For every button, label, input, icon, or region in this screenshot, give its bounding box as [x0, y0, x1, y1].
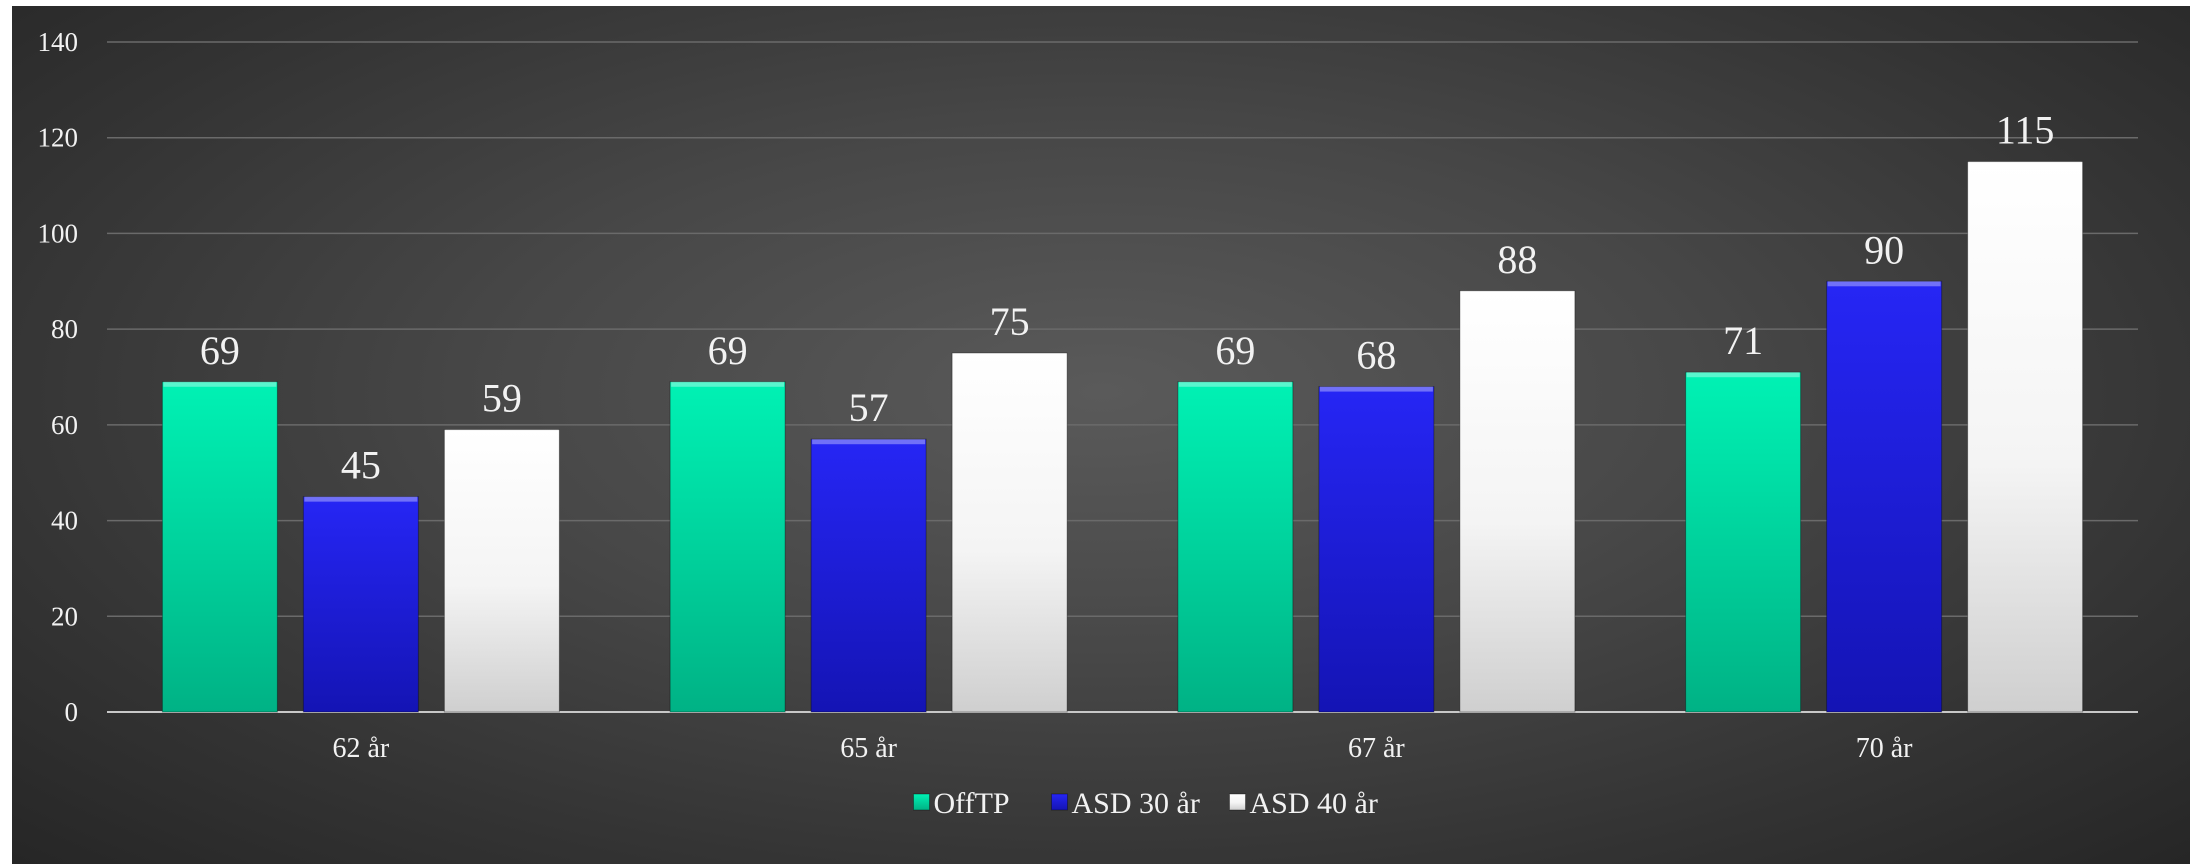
bar-offtp: [1177, 381, 1294, 713]
bar-highlight: [445, 429, 559, 435]
bar-asd-40-r: [951, 352, 1068, 713]
data-label: 59: [482, 376, 522, 421]
y-tick-label: 40: [51, 506, 78, 536]
y-tick-label: 140: [38, 27, 79, 57]
x-category-label: 62 år: [332, 733, 389, 764]
y-tick-label: 0: [65, 697, 79, 727]
bar-asd-30-r: [1826, 280, 1943, 713]
bar-highlight: [1968, 161, 2082, 167]
chart-area: 0 20 40 60 80 100 120 140 69 45 59 69 57 75 69 68 88 71 9…: [12, 6, 2190, 864]
bar-asd-30-r: [810, 438, 927, 713]
bar-highlight: [304, 496, 418, 502]
data-label: 115: [1996, 108, 2055, 153]
bar-highlight: [163, 381, 277, 387]
bar-highlight: [812, 439, 926, 445]
x-category-label: 65 år: [840, 733, 897, 764]
bars: [161, 161, 2084, 713]
x-category-label: 70 år: [1856, 733, 1913, 764]
legend-label: ASD 30 år: [1072, 787, 1200, 820]
data-label: 69: [1215, 328, 1255, 373]
bar-offtp: [1685, 371, 1802, 713]
legend-swatch: [913, 793, 930, 811]
bar-highlight: [1178, 381, 1292, 387]
data-label: 57: [849, 385, 889, 430]
bar-chart: 0 20 40 60 80 100 120 140 69 45 59 69 57 75 69 68 88 71 9…: [38, 27, 2138, 820]
legend-label: ASD 40 år: [1250, 787, 1378, 820]
y-tick-label: 100: [38, 218, 79, 248]
bar-offtp: [161, 381, 278, 713]
data-label: 71: [1723, 318, 1763, 363]
data-label: 90: [1864, 227, 1904, 272]
data-labels: 69 45 59 69 57 75 69 68 88 71 90 115: [200, 108, 2055, 488]
y-tick-label: 20: [51, 601, 78, 631]
legend-item: OffTP: [913, 787, 1010, 820]
data-label: 88: [1497, 237, 1537, 282]
bar-asd-40-r: [1967, 161, 2084, 713]
y-tick-label: 60: [51, 410, 78, 440]
bar-asd-40-r: [443, 429, 560, 713]
x-axis: 62 år 65 år 67 år 70 år: [332, 733, 1913, 764]
legend-swatch: [1229, 793, 1246, 811]
legend-item: ASD 30 år: [1051, 787, 1200, 820]
data-label: 69: [708, 328, 748, 373]
bar-asd-40-r: [1459, 290, 1576, 713]
legend-label: OffTP: [934, 787, 1010, 820]
bar-highlight: [1686, 372, 1800, 378]
bar-offtp: [669, 381, 786, 713]
y-tick-label: 80: [51, 314, 78, 344]
data-label: 69: [200, 328, 240, 373]
legend: OffTP ASD 30 år ASD 40 år: [913, 787, 1378, 820]
y-axis: 0 20 40 60 80 100 120 140: [38, 27, 79, 727]
data-label: 68: [1356, 333, 1396, 378]
bar-highlight: [1460, 290, 1574, 296]
y-tick-label: 120: [38, 123, 79, 153]
legend-item: ASD 40 år: [1229, 787, 1378, 820]
bar-highlight: [953, 353, 1067, 359]
bar-highlight: [671, 381, 785, 387]
bar-highlight: [1319, 386, 1433, 392]
bar-asd-30-r: [1318, 386, 1435, 713]
data-label: 45: [341, 443, 381, 488]
x-category-label: 67 år: [1348, 733, 1405, 764]
data-label: 75: [990, 299, 1030, 344]
bar-highlight: [1827, 281, 1941, 287]
bar-asd-30-r: [302, 496, 419, 713]
legend-swatch: [1051, 793, 1068, 811]
